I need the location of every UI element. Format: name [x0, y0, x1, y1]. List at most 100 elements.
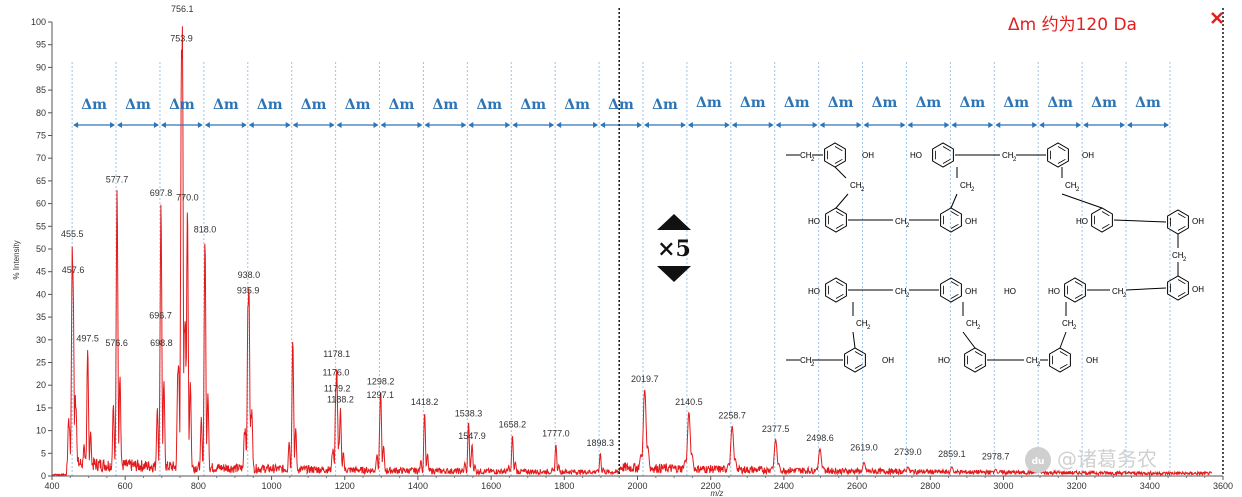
arrow-right-icon: [461, 122, 467, 128]
arrow-right-icon: [285, 122, 291, 128]
ch2-label: CH: [800, 356, 812, 365]
peak-label: 1178.1: [323, 349, 350, 359]
arrow-left-icon: [117, 122, 123, 128]
arrow-right-icon: [153, 122, 159, 128]
peak-label: 1418.2: [411, 397, 439, 407]
benzene-ring: [932, 142, 954, 168]
watermark: du @诸葛务农: [1025, 447, 1157, 473]
peak-label: 1179.2: [324, 383, 351, 393]
ring-double-bond: [974, 363, 983, 369]
ring-double-bond: [1101, 211, 1110, 217]
peak-label: 935.9: [237, 286, 260, 296]
delta-m-label: Δm: [872, 95, 898, 111]
y-tick-label: 20: [36, 380, 46, 390]
arrow-right-icon: [1163, 122, 1169, 128]
chart-axes: 0 5 10 15 20 25 30 35 40 45 50 55 60 65 70 75 80 85 90 95 10…: [31, 17, 1233, 491]
arrow-right-icon: [505, 122, 511, 128]
arrow-right-icon: [1032, 122, 1038, 128]
chem-bond: [1125, 287, 1167, 291]
benzene-ring: [825, 207, 847, 233]
delta-m-annotations: Δm Δm Δm Δm Δm Δm Δm Δm Δm Δm Δm Δm Δm Δm Δm Δm Δm Δm Δm Δm…: [73, 95, 1169, 128]
ch2-subscript: 2: [1183, 257, 1187, 263]
peak-label: 753.9: [170, 34, 193, 44]
x-tick-label: 3000: [993, 481, 1013, 491]
y-tick-label: 90: [36, 62, 46, 72]
y-tick-label: 30: [36, 335, 46, 345]
peak-label: 1538.3: [455, 408, 483, 418]
peak-label: 1658.2: [499, 420, 527, 430]
hydroxyl-label: OH: [862, 151, 874, 160]
benzene-ring: [940, 207, 962, 233]
y-tick-label: 0: [41, 471, 46, 481]
arrow-right-icon: [549, 122, 555, 128]
arrow-left-icon: [380, 122, 386, 128]
benzene-ring: [844, 347, 866, 373]
close-mark-icon: [1211, 12, 1223, 24]
ring-double-bond: [1059, 351, 1068, 357]
arrow-left-icon: [1083, 122, 1089, 128]
arrow-left-icon: [643, 122, 649, 128]
y-tick-label: 60: [36, 199, 46, 209]
peak-label: 455.5: [61, 229, 84, 239]
x-tick-label: 1600: [481, 481, 501, 491]
ring-double-bond: [950, 211, 959, 217]
ch2-subscript: 2: [977, 325, 981, 331]
ring-double-bond: [834, 146, 843, 152]
y-tick-label: 95: [36, 40, 46, 50]
peak-label: 2619.0: [850, 442, 878, 452]
x-tick-label: 3400: [1140, 481, 1160, 491]
ring-double-bond: [1101, 223, 1110, 229]
peak-label: 938.0: [238, 270, 261, 280]
ch2-subscript: 2: [1037, 362, 1041, 368]
arrow-left-icon: [687, 122, 693, 128]
arrow-right-icon: [768, 122, 774, 128]
peak-labels: 455.5 457.6 497.5 577.7 576.6 697.8 696.7 698.8…: [61, 4, 1009, 461]
ch2-label: CH: [895, 217, 907, 226]
watermark-text: @诸葛务农: [1057, 447, 1157, 471]
peak-label: 577.7: [106, 174, 129, 184]
delta-m-label: Δm: [433, 97, 459, 113]
x-tick-label: 3600: [1213, 481, 1233, 491]
arrow-left-icon: [995, 122, 1001, 128]
arrow-right-icon: [329, 122, 335, 128]
delta-m-label: Δm: [1003, 95, 1029, 111]
delta-m-note: Δm 约为120 Da: [1008, 15, 1137, 35]
ch2-label: CH: [1026, 356, 1038, 365]
watermark-badge: du: [1032, 457, 1045, 467]
ring-double-bond: [942, 158, 951, 164]
arrow-left-icon: [468, 122, 474, 128]
ring-double-bond: [835, 281, 844, 287]
delta-m-label: Δm: [784, 95, 810, 111]
peak-label: 2140.5: [675, 397, 703, 407]
x-tick-label: 2000: [627, 481, 647, 491]
arrow-left-icon: [863, 122, 869, 128]
y-tick-label: 80: [36, 108, 46, 118]
ch2-subscript: 2: [811, 157, 815, 163]
ch2-subscript: 2: [971, 187, 975, 193]
ch2-label: CH: [850, 181, 862, 190]
arrow-left-icon: [204, 122, 210, 128]
arrow-right-icon: [944, 122, 950, 128]
ring-double-bond: [1177, 225, 1186, 231]
benzene-ring: [1049, 347, 1071, 373]
ch2-label: CH: [1172, 251, 1184, 260]
hydroxyl-label: OH: [1192, 285, 1204, 294]
peak-label: 1176.0: [323, 367, 350, 377]
ring-double-bond: [1057, 146, 1066, 152]
arrow-left-icon: [556, 122, 562, 128]
arrow-left-icon: [1039, 122, 1045, 128]
ch2-subscript: 2: [906, 293, 910, 299]
delta-m-label: Δm: [1091, 95, 1117, 111]
peak-label: 1898.3: [587, 438, 615, 448]
zoom-factor-indicator: ×5: [657, 214, 691, 282]
delta-m-label: Δm: [213, 97, 239, 113]
arrow-left-icon: [731, 122, 737, 128]
x-axis-title: m/z: [711, 489, 724, 497]
arrow-left-icon: [424, 122, 430, 128]
hydroxyl-label: OH: [882, 356, 894, 365]
ch2-subscript: 2: [867, 325, 871, 331]
hydroxyl-label: HO: [938, 356, 950, 365]
chem-bond: [1059, 331, 1067, 349]
peak-label: 2498.6: [806, 433, 834, 443]
ch2-subscript: 2: [861, 187, 865, 193]
